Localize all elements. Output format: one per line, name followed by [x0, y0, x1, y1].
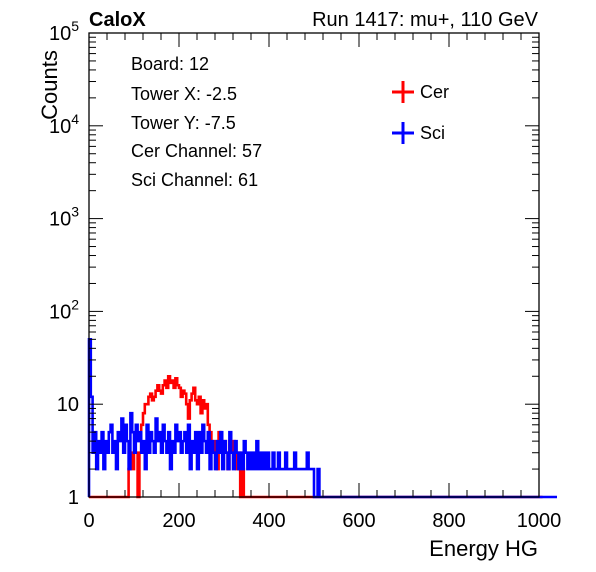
legend-label-sci: Sci: [420, 123, 445, 143]
y-tick-label: 102: [49, 296, 79, 323]
y-tick-label: 1: [68, 487, 79, 509]
legend: Cer Sci: [392, 81, 449, 144]
x-tick-label: 1000: [517, 510, 562, 532]
info-cer-channel: Cer Channel: 57: [131, 141, 262, 161]
series-sci-histogram: [87, 338, 557, 499]
legend-label-cer: Cer: [420, 82, 449, 102]
y-tick-label: 103: [49, 204, 79, 231]
y-axis-label: Counts: [37, 50, 62, 120]
info-tower-x: Tower X: -2.5: [131, 84, 237, 104]
x-tick-label: 800: [432, 510, 465, 532]
x-tick-label: 400: [252, 510, 285, 532]
y-tick-labels: 1 10 102 103 104 105: [49, 18, 79, 509]
legend-marker-sci: [392, 122, 414, 144]
x-tick-label: 0: [83, 510, 94, 532]
x-tick-label: 200: [162, 510, 195, 532]
info-box: Board: 12 Tower X: -2.5 Tower Y: -7.5 Ce…: [131, 54, 262, 190]
y-tick-label: 10: [57, 394, 79, 416]
header-right-label: Run 1417: mu+, 110 GeV: [312, 9, 539, 31]
info-sci-channel: Sci Channel: 61: [131, 170, 258, 190]
x-tick-labels: 0 200 400 600 800 1000: [83, 510, 561, 532]
header-left-label: CaloX: [89, 9, 146, 31]
y-tick-label: 105: [49, 18, 79, 45]
y-tick-label: 104: [49, 111, 79, 138]
info-tower-y: Tower Y: -7.5: [131, 113, 236, 133]
legend-marker-cer: [392, 81, 414, 103]
tick-layer: [88, 32, 540, 498]
x-tick-label: 600: [342, 510, 375, 532]
plot-frame: [88, 32, 540, 498]
info-board: Board: 12: [131, 54, 209, 74]
series-layer: [87, 338, 557, 499]
x-axis-label: Energy HG: [429, 536, 538, 561]
